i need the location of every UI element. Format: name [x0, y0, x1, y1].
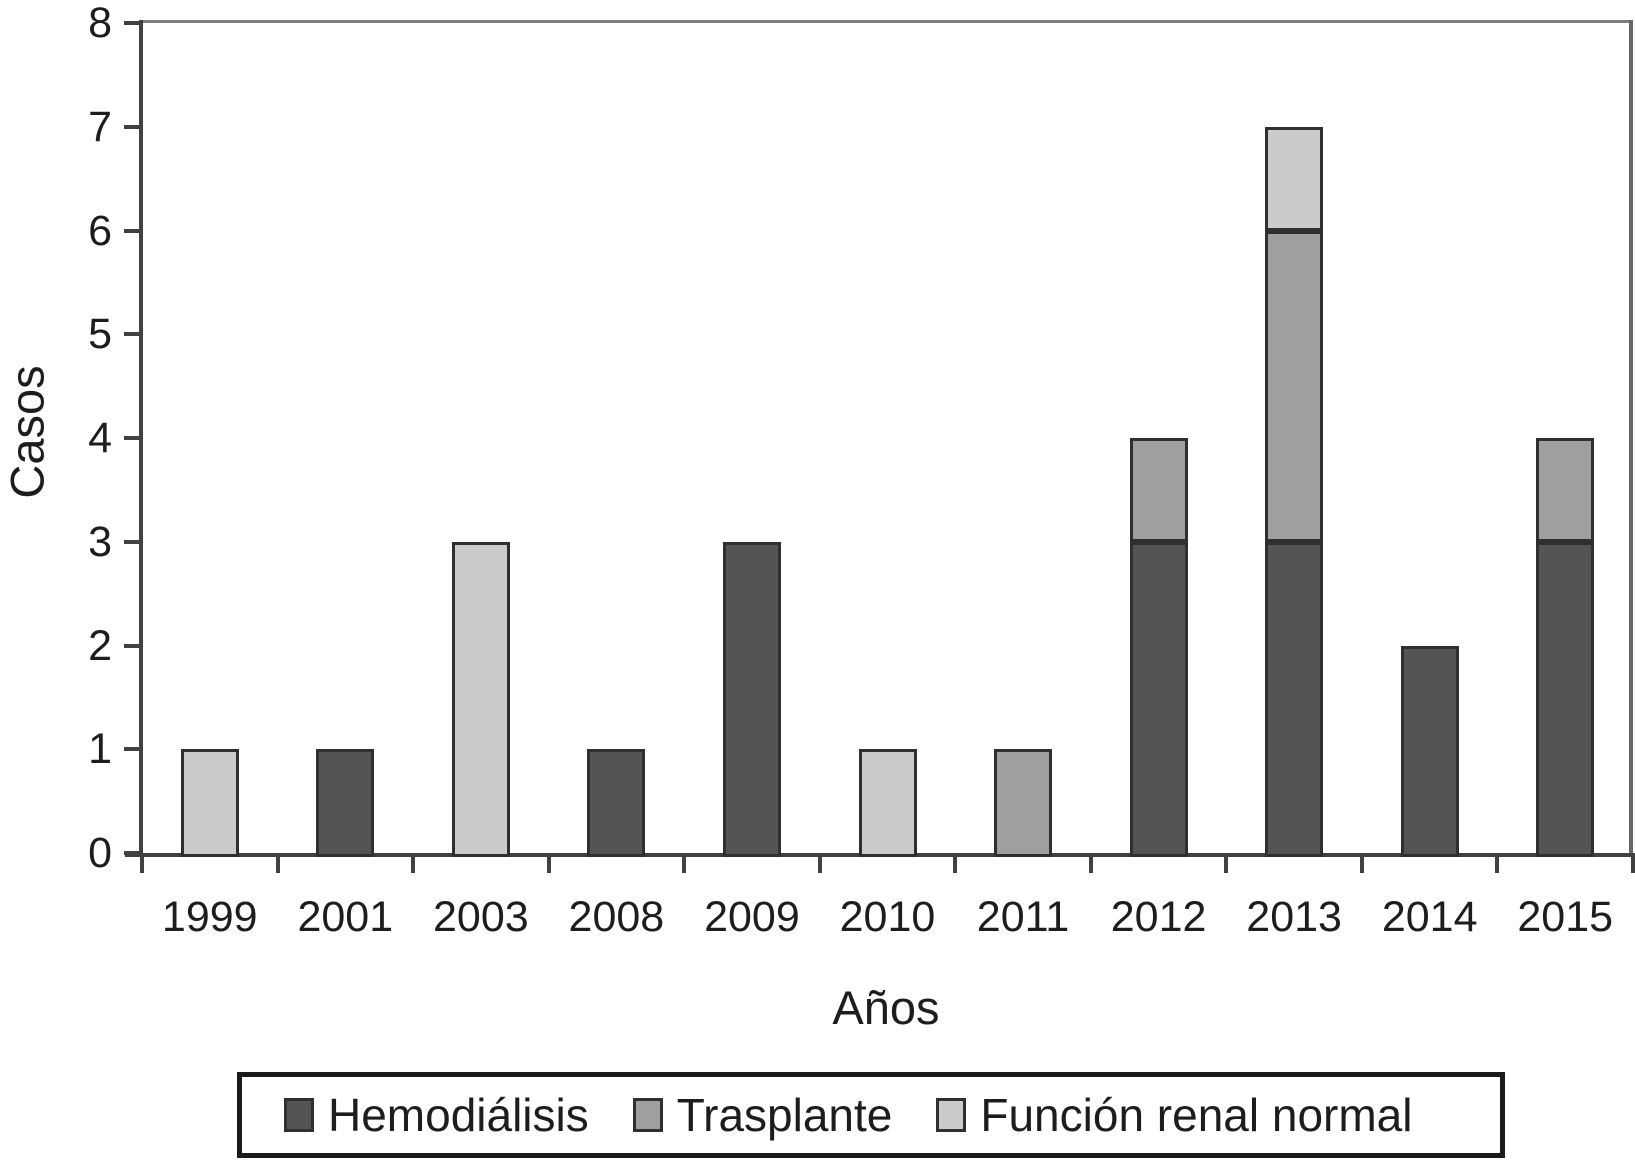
x-axis-tick-label: 2001: [297, 893, 394, 941]
y-axis-tick: [124, 124, 142, 129]
y-axis-tick: [124, 643, 142, 648]
y-axis-tick-label: 8: [88, 0, 112, 47]
y-axis-tick-label: 5: [88, 310, 112, 359]
bar-segment-hemodialisis: [1129, 541, 1188, 857]
legend-swatch-trasplante: [632, 1098, 663, 1132]
y-axis-tick-label: 2: [88, 621, 112, 670]
legend-label-trasplante: Trasplante: [676, 1089, 893, 1141]
x-axis-tick-label: 2009: [704, 893, 800, 941]
bar-segment-hemodialisis: [1400, 645, 1459, 857]
x-axis-tick: [1359, 853, 1364, 873]
bar-segment-hemodialisis: [1536, 541, 1595, 857]
plot-border-top: [139, 20, 1633, 23]
x-axis-tick: [682, 853, 687, 873]
x-axis-tick-label: 2011: [976, 893, 1070, 941]
x-axis-tick: [817, 853, 822, 873]
x-axis-tick: [275, 853, 280, 873]
bar-segment-funcion-renal-normal: [1265, 126, 1324, 231]
legend-swatch-hemodialisis: [284, 1098, 314, 1132]
bar-segment-funcion-renal-normal: [858, 749, 917, 857]
y-axis-tick: [124, 436, 142, 440]
legend-swatch-funcion-renal-normal: [936, 1098, 967, 1132]
x-axis-tick-label: 2014: [1381, 893, 1478, 941]
legend-item-trasplante: Trasplante: [632, 1088, 893, 1142]
x-axis-tick: [1631, 853, 1635, 873]
x-axis-tick-label: 1999: [161, 893, 258, 941]
x-axis-tick: [140, 853, 144, 873]
x-axis-tick-label: 2012: [1110, 893, 1207, 941]
plot-border-right: [1629, 20, 1633, 857]
x-axis-title: Años: [832, 981, 940, 1034]
bar-segment-trasplante: [1536, 438, 1595, 542]
x-axis-tick-label: 2008: [568, 893, 665, 941]
y-axis-tick-label: 3: [88, 517, 112, 566]
bar-segment-hemodialisis: [316, 749, 375, 857]
legend-label-funcion-renal-normal: Función renal normal: [980, 1089, 1413, 1141]
y-axis-tick-label: 6: [88, 206, 112, 255]
x-axis-tick: [1088, 853, 1093, 873]
y-axis-tick: [124, 228, 142, 233]
bar-segment-hemodialisis: [722, 541, 781, 857]
legend: Hemodiálisis Trasplante Función renal norm…: [237, 1072, 1505, 1158]
y-axis-tick-label: 4: [88, 414, 112, 462]
bar-segment-funcion-renal-normal: [451, 541, 510, 857]
x-axis-tick-label: 2015: [1517, 893, 1614, 941]
bar-segment-funcion-renal-normal: [180, 749, 239, 857]
legend-item-hemodialisis: Hemodiálisis: [284, 1088, 589, 1142]
x-axis-tick-label: 2003: [433, 893, 529, 941]
y-axis-tick: [124, 747, 142, 752]
bar-segment-hemodialisis: [587, 749, 646, 857]
y-axis-tick: [124, 539, 142, 544]
y-axis-tick-label: 0: [88, 829, 112, 877]
bar-segment-trasplante: [1265, 230, 1324, 542]
legend-label-hemodialisis: Hemodiálisis: [328, 1089, 589, 1141]
x-axis-tick: [546, 853, 551, 873]
y-axis-tick-label: 1: [88, 725, 112, 774]
y-axis-tick: [124, 851, 142, 855]
x-axis-tick: [953, 853, 958, 873]
y-axis-tick: [124, 332, 142, 337]
x-axis-tick: [1495, 853, 1500, 873]
x-axis-tick-label: 2010: [839, 893, 936, 941]
bar-segment-trasplante: [994, 749, 1053, 857]
x-axis-tick: [411, 853, 416, 873]
y-axis-tick: [124, 21, 142, 25]
bar-segment-hemodialisis: [1265, 541, 1324, 857]
bar-segment-trasplante: [1129, 438, 1188, 542]
y-axis-tick-label: 7: [88, 102, 112, 151]
legend-item-funcion-renal-normal: Función renal normal: [936, 1088, 1412, 1142]
x-axis-tick: [1224, 853, 1229, 873]
x-axis-tick-label: 2013: [1246, 893, 1342, 941]
